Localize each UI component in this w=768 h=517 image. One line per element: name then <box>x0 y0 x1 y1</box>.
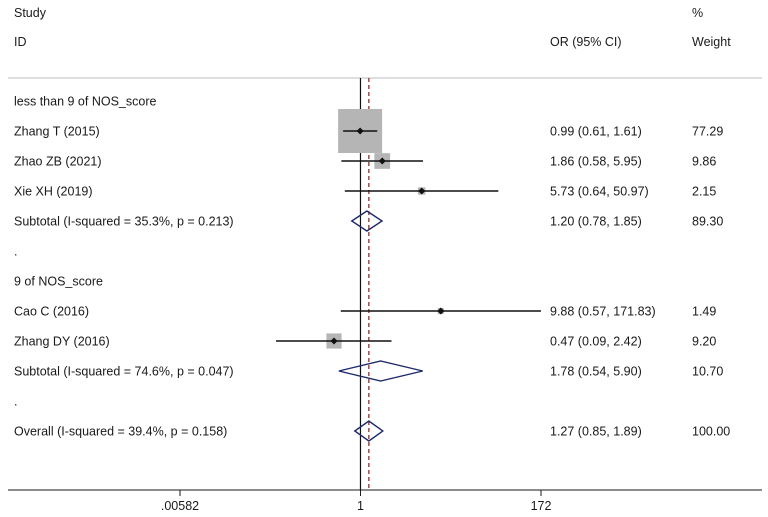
header-id: ID <box>14 35 27 49</box>
or-ci-text: 9.88 (0.57, 171.83) <box>550 305 656 319</box>
weight-text: 2.15 <box>692 185 716 199</box>
row-label: Zhang DY (2016) <box>14 335 110 349</box>
row-label: 9 of NOS_score <box>14 275 103 289</box>
header-weight: Weight <box>692 35 731 49</box>
or-ci-text: 0.99 (0.61, 1.61) <box>550 125 642 139</box>
point-estimate <box>378 157 386 165</box>
header-study: Study <box>14 6 47 20</box>
row-label: . <box>14 395 17 409</box>
or-ci-text: 1.78 (0.54, 5.90) <box>550 365 642 379</box>
row-label: Subtotal (I-squared = 74.6%, p = 0.047) <box>14 365 234 379</box>
weight-text: 9.20 <box>692 335 716 349</box>
row-label: Overall (I-squared = 39.4%, p = 0.158) <box>14 425 227 439</box>
subtotal-diamond <box>338 360 423 382</box>
or-ci-text: 1.27 (0.85, 1.89) <box>550 425 642 439</box>
point-estimate <box>418 187 426 195</box>
row-label: Zhang T (2015) <box>14 125 100 139</box>
or-ci-text: 1.20 (0.78, 1.85) <box>550 215 642 229</box>
or-ci-text: 0.47 (0.09, 2.42) <box>550 335 642 349</box>
row-label: . <box>14 245 17 259</box>
row-label: Subtotal (I-squared = 35.3%, p = 0.213) <box>14 215 234 229</box>
row-label: Zhao ZB (2021) <box>14 155 102 169</box>
weight-text: 100.00 <box>692 425 730 439</box>
x-tick-label: 1 <box>357 499 364 513</box>
header-or-ci: OR (95% CI) <box>550 35 622 49</box>
or-ci-text: 5.73 (0.64, 50.97) <box>550 185 649 199</box>
overall-diamond <box>353 420 385 442</box>
point-estimate <box>437 307 445 315</box>
row-label: Xie XH (2019) <box>14 185 93 199</box>
weight-text: 89.30 <box>692 215 723 229</box>
subtotal-diamond <box>350 210 384 232</box>
point-estimate <box>330 337 338 345</box>
or-ci-text: 1.86 (0.58, 5.95) <box>550 155 642 169</box>
x-tick-label: 172 <box>531 499 552 513</box>
row-label: less than 9 of NOS_score <box>14 95 156 109</box>
weight-text: 77.29 <box>692 125 723 139</box>
weight-text: 9.86 <box>692 155 716 169</box>
row-label: Cao C (2016) <box>14 305 89 319</box>
header-weight-percent: % <box>692 6 703 20</box>
weight-text: 1.49 <box>692 305 716 319</box>
weight-text: 10.70 <box>692 365 723 379</box>
point-estimate <box>356 127 364 135</box>
x-tick-label: .00582 <box>161 499 199 513</box>
